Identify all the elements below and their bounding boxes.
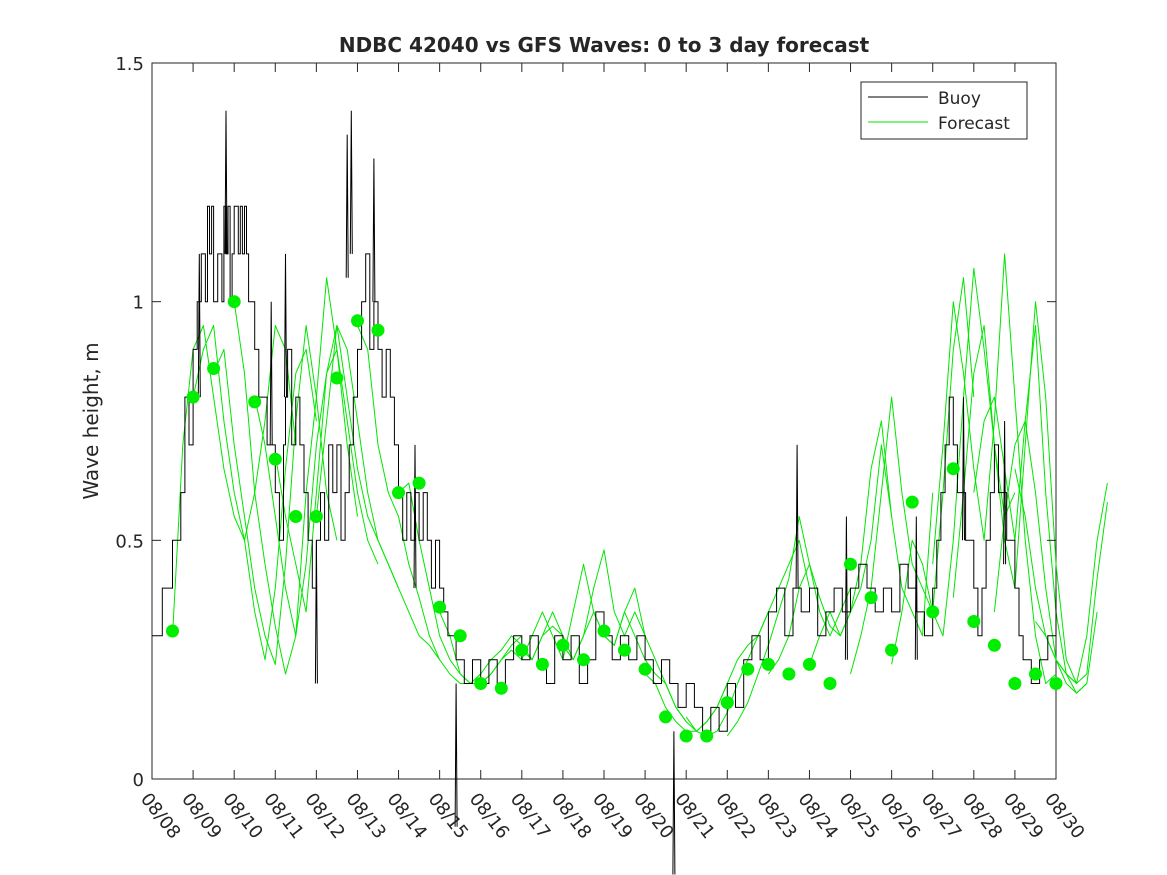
forecast-dot [618, 643, 631, 657]
forecast-dot [597, 624, 611, 638]
legend-forecast-label: Forecast [938, 114, 1010, 134]
forecast-dot [309, 510, 323, 523]
series-layer [152, 110, 1108, 875]
forecast-dot [227, 295, 241, 309]
forecast-dot [474, 677, 488, 690]
buoy-spike-10 [672, 731, 676, 875]
forecast-line-4 [254, 348, 379, 637]
forecast-dot [392, 486, 405, 500]
forecast-dot [351, 314, 364, 328]
forecast-dot [1008, 677, 1022, 690]
forecast-dot [453, 629, 467, 643]
axes-box [151, 62, 1057, 780]
forecast-dot [864, 591, 878, 605]
forecast-dot [556, 638, 570, 652]
forecast-line-14 [644, 611, 769, 732]
forecast-dot [494, 681, 508, 695]
forecast-dot [720, 696, 734, 710]
buoy-spike-0 [197, 253, 201, 398]
buoy-spike-8 [413, 444, 417, 589]
forecast-dot [885, 643, 899, 657]
forecast-dot [782, 667, 796, 681]
buoy-spike-15 [1003, 420, 1007, 565]
forecast-dot [926, 605, 940, 619]
forecast-dot [659, 710, 673, 724]
forecast-dot [700, 729, 714, 743]
forecast-dot [823, 677, 837, 690]
forecast-dot [268, 452, 282, 466]
forecast-dot [433, 600, 447, 614]
forecast-dot [844, 557, 857, 571]
buoy-spike-11 [795, 444, 799, 589]
forecast-dot [515, 643, 529, 657]
forecast-line-7 [357, 325, 482, 684]
forecast-dot [371, 323, 385, 337]
buoy-spike-13 [914, 516, 918, 660]
forecast-dot [1049, 677, 1063, 690]
buoy-spike-4 [314, 540, 318, 684]
forecast-dot [248, 395, 262, 409]
forecast-dot [905, 495, 919, 509]
y-tick-label: 0 [133, 770, 144, 791]
forecast-dot [166, 624, 179, 638]
buoy-spike-7 [372, 158, 376, 302]
buoy-spike-1 [224, 110, 228, 254]
forecast-line-16 [726, 516, 851, 737]
forecast-dot [946, 462, 960, 476]
buoy-spike-14 [962, 397, 965, 541]
legend-buoy-label: Buoy [938, 89, 981, 109]
y-tick-label: 0.5 [115, 531, 144, 552]
forecast-dot [638, 662, 652, 676]
forecast-dot [330, 371, 344, 385]
forecast-dot [987, 638, 1001, 652]
forecast-dot [207, 362, 221, 375]
buoy-spike-6 [349, 110, 353, 254]
chart-title: NDBC 42040 vs GFS Waves: 0 to 3 day fore… [339, 33, 870, 57]
buoy-line [152, 205, 1057, 732]
buoy-spike-3 [284, 253, 287, 398]
plot-area [151, 62, 1057, 780]
forecast-line-24 [993, 420, 1098, 694]
buoy-spike-5 [345, 134, 349, 278]
forecast-dot [967, 615, 981, 628]
forecast-dot [412, 476, 426, 490]
y-tick-label: 1.5 [115, 54, 144, 75]
forecast-line-6 [315, 325, 441, 660]
forecast-dot [761, 657, 775, 671]
forecast-line-10 [480, 563, 605, 684]
y-axis-label: Wave height, m [79, 342, 103, 499]
forecast-dot [577, 653, 590, 667]
y-tick-label: 1 [133, 293, 144, 314]
forecast-dot [535, 657, 549, 671]
forecast-dot [803, 657, 816, 671]
legend: Buoy Forecast [860, 81, 1028, 140]
forecast-dot [1029, 667, 1042, 681]
forecast-dot [186, 390, 200, 404]
buoy-spike-9 [454, 683, 458, 827]
forecast-line-1 [192, 325, 317, 661]
legend-box [860, 81, 1028, 140]
forecast-dot [289, 510, 303, 523]
buoy-spike-2 [269, 301, 273, 445]
forecast-line-21 [932, 253, 1057, 684]
forecast-dot [741, 662, 755, 676]
buoy-spike-12 [844, 516, 848, 660]
forecast-line-23 [973, 325, 1088, 694]
forecast-dot [679, 729, 693, 743]
